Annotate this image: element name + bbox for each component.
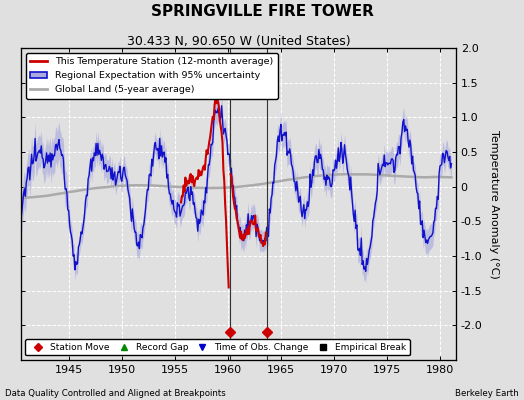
- Title: 30.433 N, 90.650 W (United States): 30.433 N, 90.650 W (United States): [127, 35, 350, 48]
- Y-axis label: Temperature Anomaly (°C): Temperature Anomaly (°C): [489, 130, 499, 278]
- Text: Data Quality Controlled and Aligned at Breakpoints: Data Quality Controlled and Aligned at B…: [5, 389, 226, 398]
- Legend: Station Move, Record Gap, Time of Obs. Change, Empirical Break: Station Move, Record Gap, Time of Obs. C…: [26, 339, 409, 356]
- Text: Berkeley Earth: Berkeley Earth: [455, 389, 519, 398]
- Text: SPRINGVILLE FIRE TOWER: SPRINGVILLE FIRE TOWER: [150, 4, 374, 19]
